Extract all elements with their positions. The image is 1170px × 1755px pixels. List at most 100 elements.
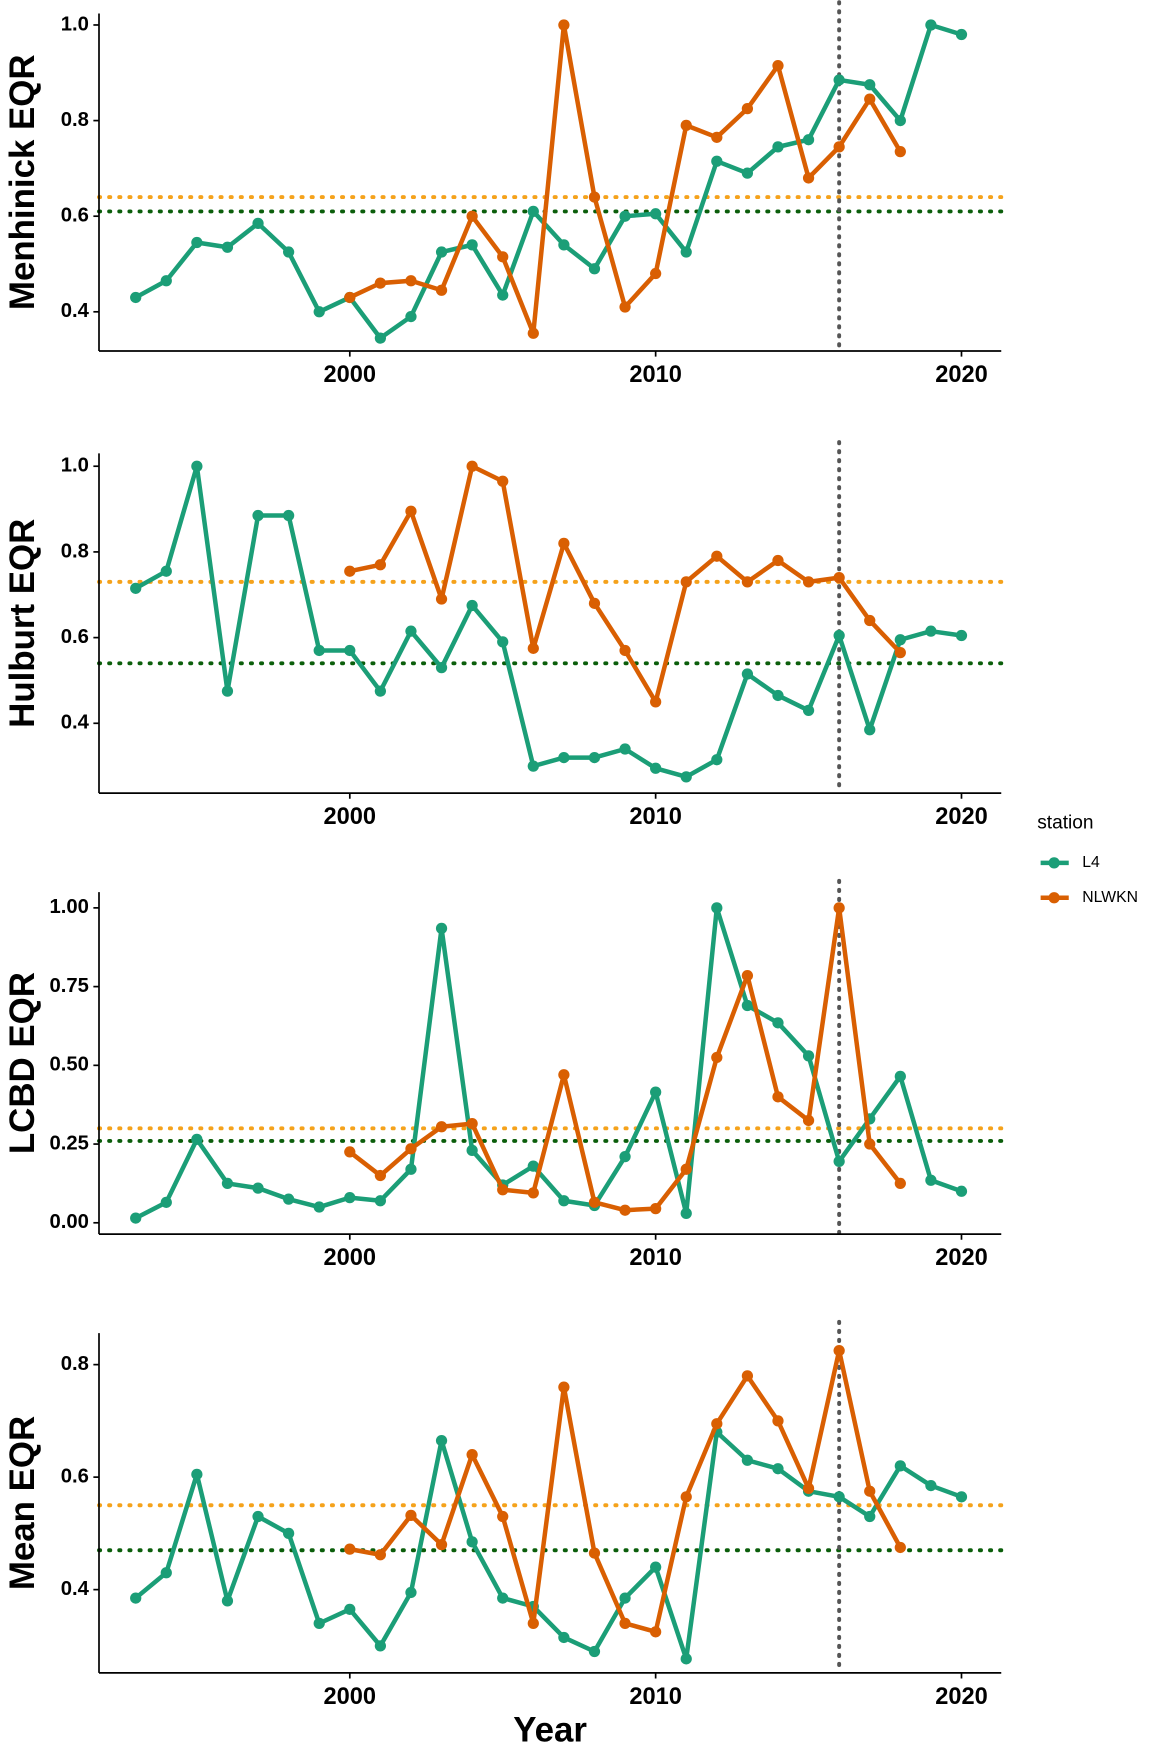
data-point: [497, 475, 509, 487]
y-tick-label: 0.8: [61, 109, 89, 131]
data-point: [680, 119, 692, 131]
data-point: [435, 1434, 448, 1447]
data-point: [772, 1091, 784, 1103]
data-point: [527, 1617, 539, 1629]
data-point: [925, 19, 937, 31]
data-point: [130, 1212, 142, 1224]
data-point: [497, 1510, 509, 1523]
data-point: [283, 509, 295, 522]
data-point: [711, 155, 723, 167]
data-point: [955, 629, 968, 642]
data-point: [711, 1418, 723, 1430]
data-point: [833, 1491, 845, 1503]
data-point: [344, 1543, 356, 1555]
series-line: [349, 463, 902, 705]
x-tick-label: 2000: [324, 1245, 377, 1271]
data-point: [680, 771, 692, 783]
y-axis-title: Hulburt EQR: [3, 519, 42, 728]
data-point: [405, 505, 417, 517]
data-point: [894, 1177, 906, 1190]
data-point: [711, 754, 723, 766]
y-tick-label: 0.8: [61, 540, 89, 562]
x-tick-label: 2020: [935, 362, 988, 388]
data-point: [802, 134, 815, 146]
data-point: [374, 559, 387, 571]
data-point: [864, 1138, 876, 1150]
data-point: [955, 1185, 968, 1197]
data-point: [741, 1370, 754, 1382]
data-point: [680, 1207, 692, 1219]
x-tick-label: 2020: [935, 1245, 988, 1271]
data-point: [894, 146, 906, 158]
series-line: [348, 905, 903, 1213]
data-point: [283, 1193, 295, 1205]
data-point: [772, 1017, 784, 1029]
data-point: [435, 593, 448, 605]
data-point: [650, 762, 662, 774]
data-point: [619, 1617, 631, 1629]
data-point: [864, 1510, 876, 1523]
data-point: [374, 1640, 387, 1652]
data-point: [619, 301, 631, 313]
data-point: [802, 1050, 815, 1062]
x-tick-label: 2010: [629, 362, 682, 388]
data-point: [619, 644, 631, 657]
data-point: [650, 1202, 662, 1215]
data-point: [619, 1204, 631, 1216]
data-point: [344, 1191, 356, 1204]
data-point: [833, 902, 845, 914]
x-tick-label: 2020: [935, 804, 988, 830]
data-point: [405, 1143, 417, 1155]
data-point: [925, 625, 937, 637]
data-point: [833, 74, 845, 86]
data-point: [527, 327, 539, 339]
data-point: [160, 275, 172, 287]
data-point: [435, 284, 448, 296]
x-tick-label: 2010: [629, 804, 682, 830]
data-point: [191, 1133, 203, 1145]
y-tick-label: 0.4: [61, 712, 90, 734]
data-point: [527, 760, 539, 772]
legend-title: station: [1037, 813, 1093, 834]
series-line: [134, 905, 963, 1221]
data-point: [650, 1626, 662, 1638]
data-point: [497, 1184, 509, 1196]
data-point: [252, 509, 264, 522]
data-point: [374, 277, 387, 289]
legend-swatch: [1048, 857, 1060, 869]
data-point: [894, 646, 906, 659]
data-point: [466, 1117, 478, 1130]
data-point: [558, 19, 570, 31]
data-point: [191, 236, 203, 249]
x-tick-label: 2010: [629, 1684, 682, 1710]
data-point: [864, 79, 876, 91]
data-point: [466, 1449, 478, 1461]
data-point: [833, 629, 845, 642]
data-point: [527, 1160, 539, 1172]
data-point: [344, 644, 356, 657]
data-point: [619, 743, 631, 755]
data-point: [374, 1549, 387, 1561]
data-point: [221, 241, 234, 253]
data-point: [741, 576, 754, 588]
x-tick-label: 2000: [324, 362, 377, 388]
data-point: [619, 1592, 631, 1604]
data-point: [558, 751, 570, 764]
data-point: [711, 550, 723, 562]
data-point: [925, 1174, 937, 1186]
y-axis-title: LCBD EQR: [3, 972, 42, 1154]
data-point: [833, 1155, 845, 1168]
y-axis-title: Menhinick EQR: [3, 54, 42, 310]
data-point: [741, 668, 754, 680]
data-point: [405, 310, 417, 323]
x-tick-label: 2000: [324, 804, 377, 830]
data-point: [588, 191, 601, 203]
data-point: [130, 582, 142, 594]
data-point: [527, 205, 539, 218]
data-point: [435, 1121, 448, 1133]
data-point: [680, 576, 692, 588]
data-point: [497, 289, 509, 301]
data-point: [160, 1567, 172, 1579]
data-point: [191, 460, 203, 472]
data-point: [466, 239, 478, 251]
